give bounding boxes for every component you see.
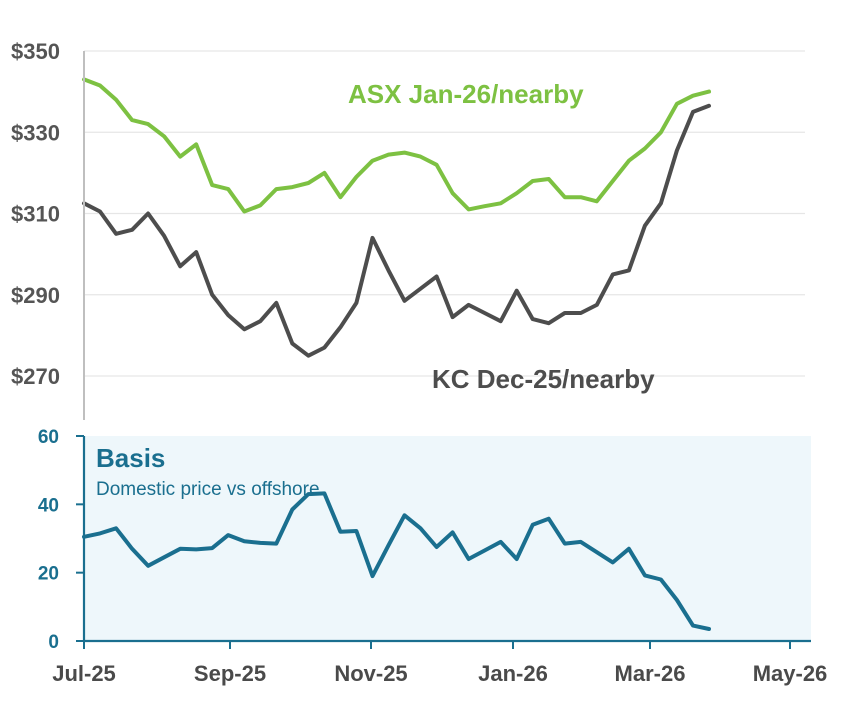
- bottom-series: [82, 491, 711, 631]
- y-tick-label: $310: [11, 202, 60, 227]
- top-series: [82, 77, 711, 358]
- y-tick-label: 40: [38, 495, 59, 516]
- basis-line: [82, 491, 711, 631]
- top-y-ticks: $270 $290 $310 $330 $350: [11, 39, 60, 389]
- basis-title: Basis: [96, 443, 165, 473]
- x-tick-label: Sep-25: [194, 661, 266, 686]
- bottom-x-ticks: Jul-25 Sep-25 Nov-25 Jan-26 Mar-26 May-26: [52, 641, 827, 686]
- x-tick-label: Nov-25: [334, 661, 407, 686]
- series-labels: ASX Jan-26/nearby KC Dec-25/nearby: [348, 79, 655, 394]
- y-tick-label: 0: [48, 632, 59, 653]
- y-tick-label: 60: [38, 427, 59, 448]
- bottom-y-ticks: 0 20 40 60: [38, 427, 84, 653]
- series-label: KC Dec-25/nearby: [432, 364, 655, 394]
- basis-subtitle: Domestic price vs offshore: [96, 479, 320, 500]
- y-tick-label: $350: [11, 39, 60, 64]
- y-tick-label: $290: [11, 283, 60, 308]
- series-line: [82, 77, 711, 214]
- series-label: ASX Jan-26/nearby: [348, 79, 584, 109]
- y-tick-label: $270: [11, 364, 60, 389]
- x-tick-label: Jul-25: [52, 661, 116, 686]
- y-tick-label: $330: [11, 120, 60, 145]
- y-tick-label: 20: [38, 564, 59, 585]
- x-tick-label: May-26: [753, 661, 828, 686]
- x-tick-label: Mar-26: [615, 661, 686, 686]
- x-tick-label: Jan-26: [478, 661, 548, 686]
- series-line: [82, 103, 711, 358]
